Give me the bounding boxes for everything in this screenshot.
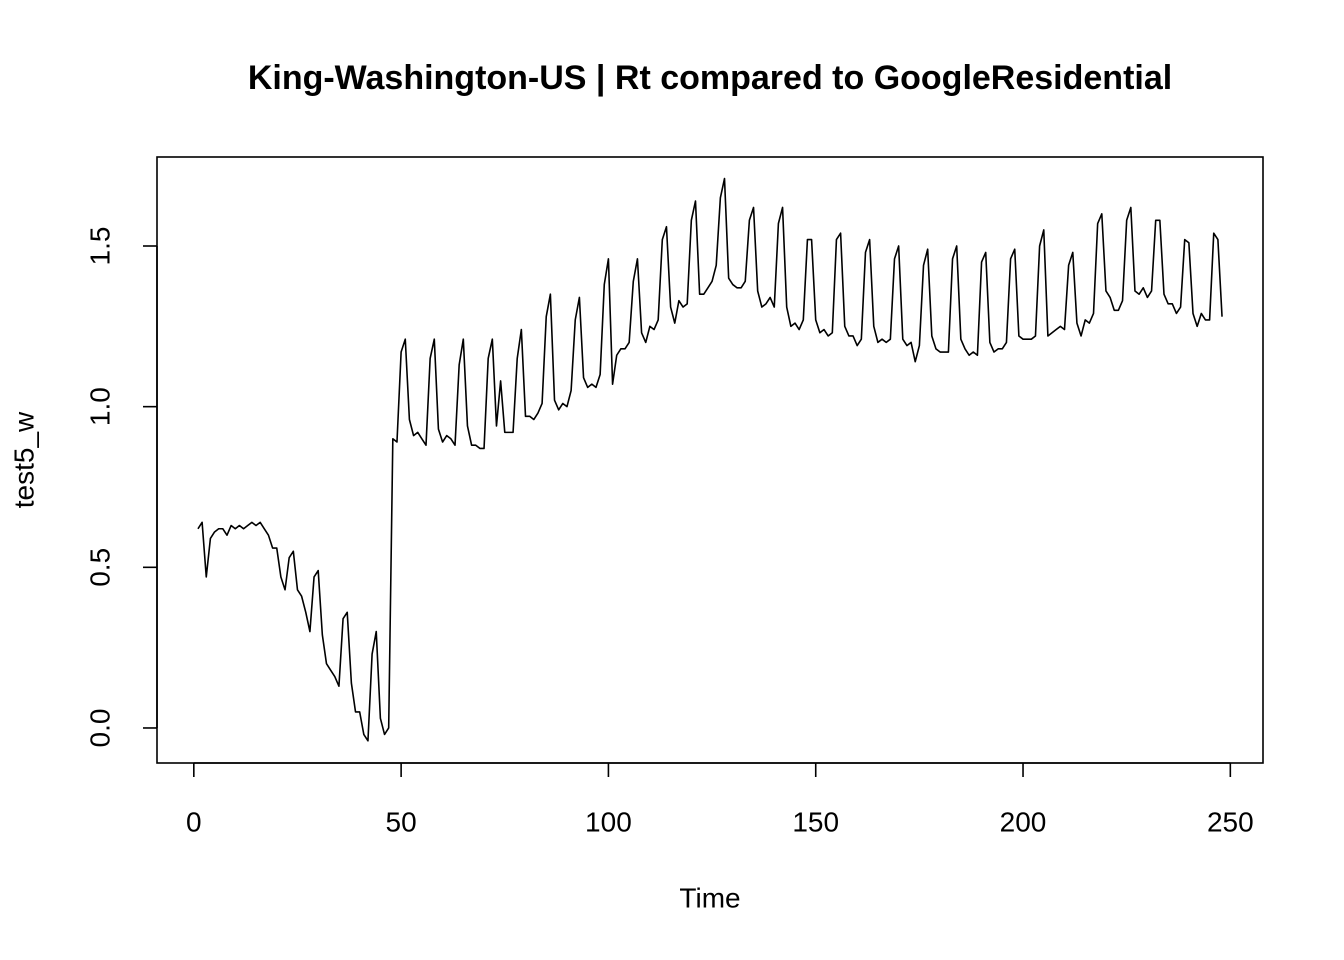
x-axis-label: Time — [679, 882, 740, 913]
y-tick-label: 0.0 — [84, 709, 115, 748]
y-tick-label: 1.5 — [84, 227, 115, 266]
chart-title: King-Washington-US | Rt compared to Goog… — [248, 59, 1172, 97]
x-tick-label: 100 — [585, 806, 632, 837]
y-tick-label: 0.5 — [84, 548, 115, 587]
x-tick-label: 200 — [1000, 806, 1047, 837]
x-tick-label: 150 — [792, 806, 839, 837]
x-tick-label: 0 — [186, 806, 202, 837]
series-line — [197, 177, 1223, 742]
y-tick-label: 1.0 — [84, 387, 115, 426]
y-axis-label: test5_w — [8, 411, 39, 508]
x-tick-label: 50 — [386, 806, 417, 837]
x-tick-label: 250 — [1207, 806, 1254, 837]
